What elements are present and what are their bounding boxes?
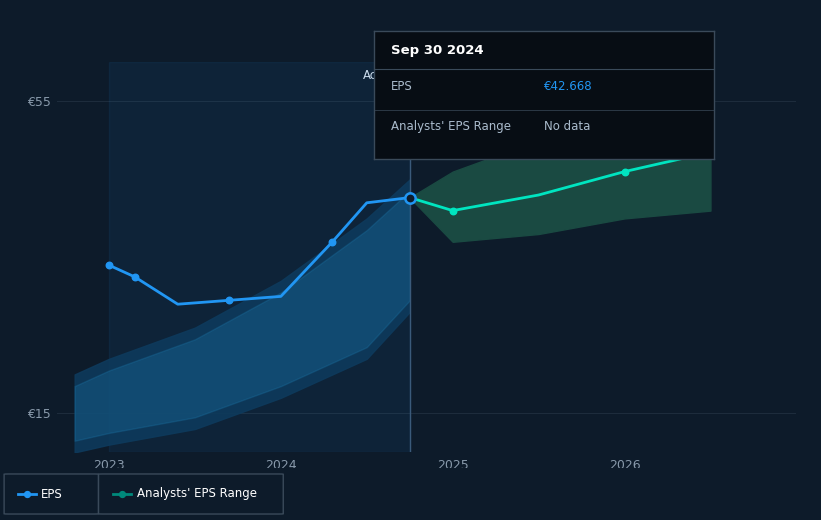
- Text: EPS: EPS: [391, 80, 412, 93]
- Point: [618, 167, 631, 176]
- Point: [222, 296, 236, 305]
- Point: [446, 206, 459, 215]
- Point: [403, 193, 416, 202]
- FancyBboxPatch shape: [99, 474, 283, 514]
- Text: €42.668: €42.668: [544, 80, 593, 93]
- Text: No data: No data: [544, 121, 590, 134]
- Text: Analysts' EPS Range: Analysts' EPS Range: [137, 488, 257, 500]
- Point: [103, 261, 116, 269]
- Text: EPS: EPS: [41, 488, 62, 500]
- Point: [21, 490, 34, 498]
- Bar: [109, 62, 410, 452]
- Text: Sep 30 2024: Sep 30 2024: [391, 44, 484, 57]
- Point: [128, 272, 141, 281]
- FancyBboxPatch shape: [4, 474, 99, 514]
- Point: [116, 490, 129, 498]
- Text: Analysts' EPS Range: Analysts' EPS Range: [391, 121, 511, 134]
- Point: [326, 238, 339, 246]
- Text: Actual: Actual: [362, 69, 400, 82]
- Text: Analysts Forecasts: Analysts Forecasts: [420, 69, 530, 82]
